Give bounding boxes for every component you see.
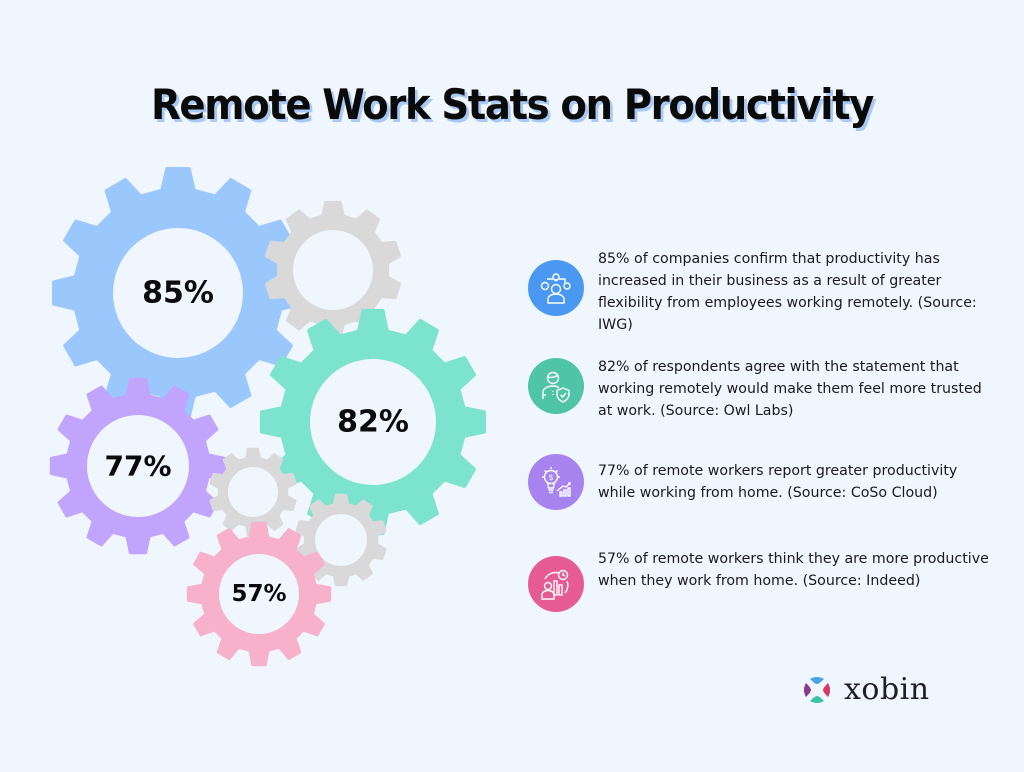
xobin-logo-icon bbox=[804, 676, 830, 703]
teamwork-idea-icon bbox=[528, 260, 584, 316]
svg-text:$: $ bbox=[548, 473, 553, 482]
gear-label-57: 57% bbox=[231, 581, 287, 607]
stat-text-85: 85% of companies confirm that productivi… bbox=[598, 251, 977, 333]
stat-item-82: 82% of respondents agree with the statem… bbox=[528, 356, 998, 422]
productive-worker-chart-icon bbox=[528, 556, 584, 612]
gear-hole-gray-mid bbox=[228, 467, 278, 517]
xobin-logo: xobin bbox=[802, 672, 930, 707]
lightbulb-growth-icon: $ bbox=[528, 454, 584, 510]
stat-item-57: 57% of remote workers think they are mor… bbox=[528, 548, 998, 612]
gears-graphic bbox=[49, 167, 487, 667]
stat-item-77: $ 77% of remote workers report greater p… bbox=[528, 454, 998, 510]
gear-hole-green bbox=[310, 359, 436, 485]
gear-label-82: 82% bbox=[337, 404, 409, 440]
gear-hole-gray-low bbox=[315, 514, 367, 566]
stat-text-82: 82% of respondents agree with the statem… bbox=[598, 359, 982, 419]
gear-hole-pink bbox=[219, 554, 299, 634]
logo-text: xobin bbox=[844, 672, 930, 707]
gear-hole-blue bbox=[113, 228, 243, 358]
gear-hole-gray-top bbox=[293, 230, 373, 310]
gears-illustration: 85% 82% 77% 57% bbox=[49, 167, 487, 667]
gear-label-85: 85% bbox=[142, 275, 214, 311]
page-title: Remote Work Stats on Productivity bbox=[151, 80, 874, 129]
gear-hole-purple bbox=[87, 415, 189, 517]
stat-text-57: 57% of remote workers think they are mor… bbox=[598, 551, 989, 589]
gear-label-77: 77% bbox=[104, 449, 172, 483]
trusted-employee-shield-icon bbox=[528, 358, 584, 414]
stat-text-77: 77% of remote workers report greater pro… bbox=[598, 463, 958, 501]
stat-item-85: 85% of companies confirm that productivi… bbox=[528, 248, 998, 336]
